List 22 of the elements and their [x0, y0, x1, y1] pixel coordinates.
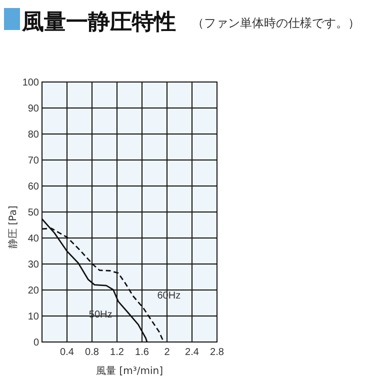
y-tick-label: 10: [28, 312, 40, 322]
x-tick-label: 2.8: [210, 347, 224, 358]
text: （ファン単体時の仕様です。）: [192, 16, 360, 30]
x-tick-label: 0.8: [85, 347, 100, 358]
y-tick-label: 20: [28, 286, 40, 296]
y-tick-label: 100: [22, 78, 40, 88]
y-tick-label: 80: [28, 130, 40, 140]
y-axis-title: 静圧 [Pa]: [7, 206, 19, 248]
x-tick-label: 2.4: [185, 347, 200, 358]
y-tick-label: 50: [28, 208, 40, 218]
y-tick-label: 0: [33, 338, 40, 348]
y-tick-label: 60: [28, 182, 40, 192]
y-tick-label: 70: [28, 156, 40, 166]
x-tick-label: 1.6: [135, 347, 150, 358]
chart-title: 風量一静圧特性: [21, 10, 176, 35]
x-tick-label: 2: [164, 347, 170, 358]
y-tick-label: 40: [28, 234, 40, 244]
x-tick-label: 1.2: [110, 347, 124, 358]
x-tick-label: 0.4: [60, 347, 74, 358]
x-axis-title: 風量 [m³/min]: [96, 366, 164, 377]
y-tick-label: 30: [28, 260, 40, 270]
y-tick-label: 90: [28, 104, 40, 114]
